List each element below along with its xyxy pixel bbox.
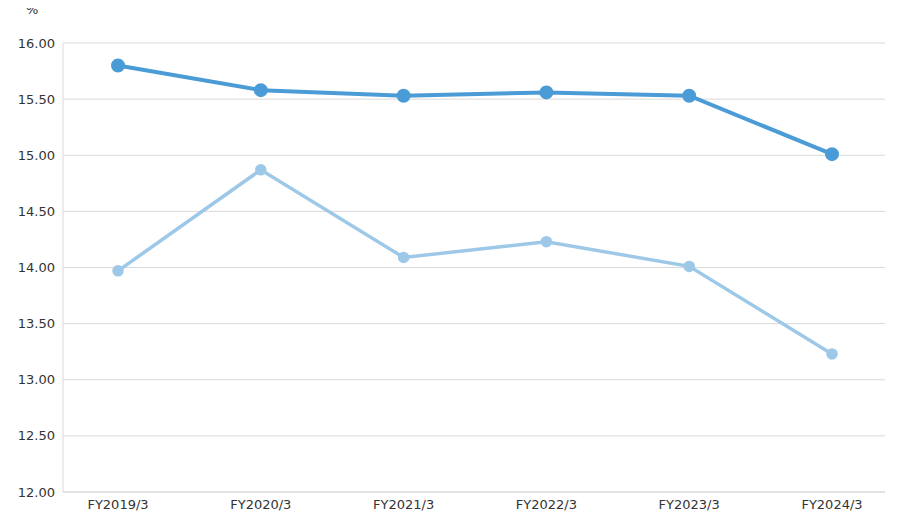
svg-text:15.50: 15.50: [18, 92, 55, 107]
svg-text:FY2019/3: FY2019/3: [87, 497, 148, 512]
svg-text:FY2022/3: FY2022/3: [516, 497, 577, 512]
svg-text:15.00: 15.00: [18, 148, 55, 163]
svg-text:13.50: 13.50: [18, 316, 55, 331]
svg-text:12.00: 12.00: [18, 485, 55, 500]
svg-text:FY2021/3: FY2021/3: [373, 497, 434, 512]
svg-text:14.50: 14.50: [18, 204, 55, 219]
svg-text:FY2020/3: FY2020/3: [230, 497, 291, 512]
svg-text:16.00: 16.00: [18, 36, 55, 51]
svg-text:FY2024/3: FY2024/3: [801, 497, 862, 512]
svg-text:13.00: 13.00: [18, 372, 55, 387]
svg-text:12.50: 12.50: [18, 428, 55, 443]
svg-text:FY2023/3: FY2023/3: [659, 497, 720, 512]
svg-text:14.00: 14.00: [18, 260, 55, 275]
